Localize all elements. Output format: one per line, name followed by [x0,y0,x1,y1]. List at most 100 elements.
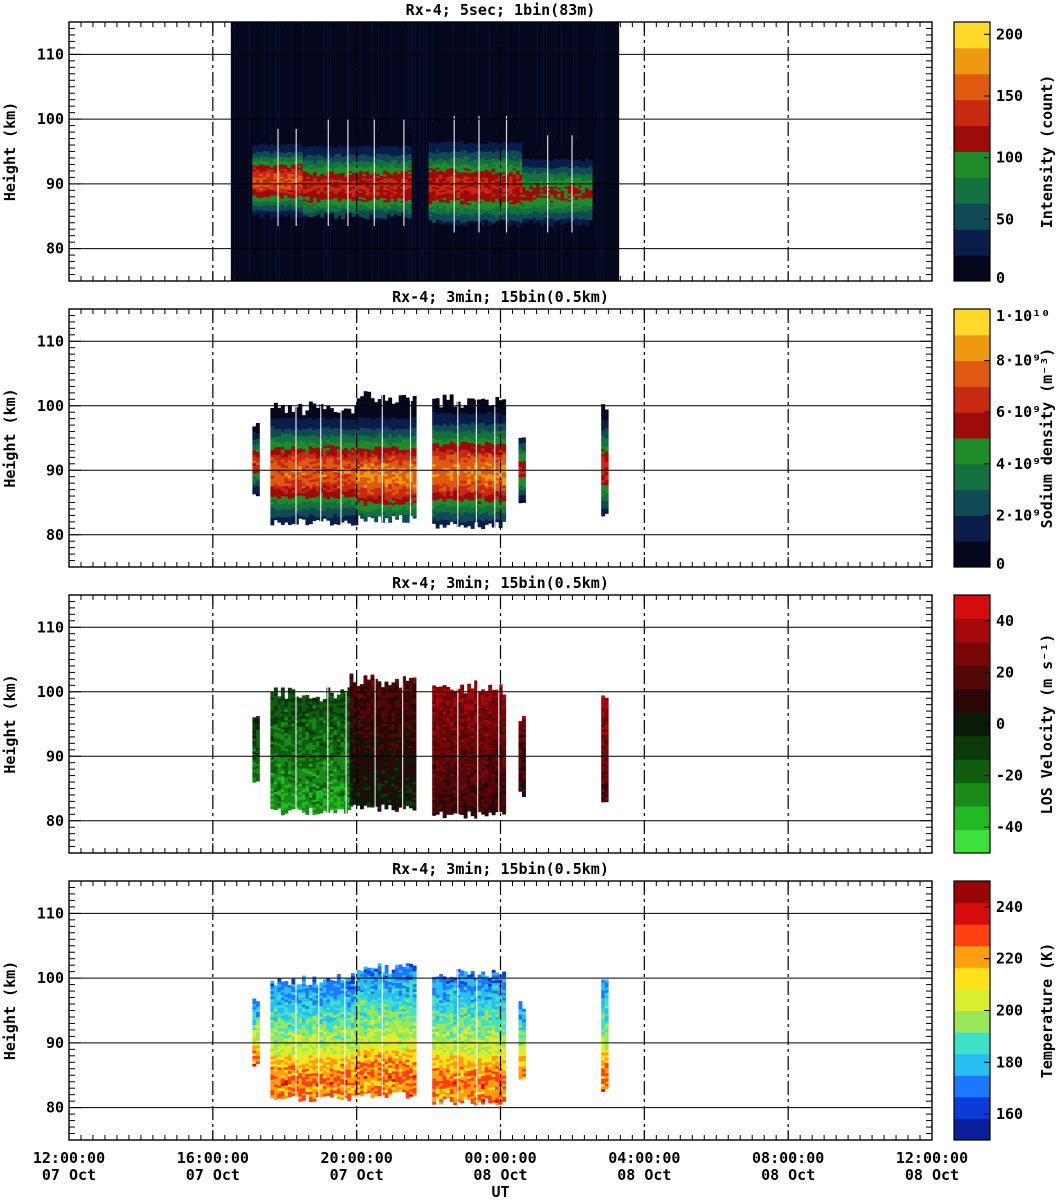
colorbar-tick-label: 4·10⁹ [996,455,1041,473]
y-tick-label: 110 [37,904,64,922]
colorbar: 160 180 200 220 240 Temperature (K) [953,880,1056,1141]
colorbar-swatch [954,782,990,807]
colorbar-tick-label: 220 [996,950,1023,968]
colorbar-tick-label: 40 [996,612,1014,630]
colorbar-swatch [954,229,990,256]
data-segment [432,392,507,535]
colorbar-swatch [954,759,990,784]
x-tick-label: 04:00:00 [608,1149,680,1167]
colorbar-swatch [954,1053,990,1076]
y-tick-label: 80 [46,240,64,258]
colorbar-swatch [954,1075,990,1098]
colorbar-tick-label: 0 [996,715,1005,733]
data-segment [252,998,260,1067]
colorbar-swatch [954,151,990,178]
panel-title: Rx-4; 3min; 15bin(0.5km) [392,288,609,306]
panel-1: Rx-4; 5sec; 1bin(83m) 80 90 100 110 Height (k… [1,1,1056,287]
colorbar-swatch [954,902,990,925]
data-segment [518,1001,526,1080]
colorbar-swatch [954,1096,990,1119]
colorbar-swatch [954,386,990,413]
y-tick-label: 90 [46,175,64,193]
data-segment [270,399,359,532]
colorbar-label: Temperature (K) [1038,943,1056,1078]
data-segment [432,678,507,824]
plot-area [68,880,933,1141]
x-tick-label: 08:00:00 [752,1149,824,1167]
colorbar-tick-label: 1·10¹⁰ [996,307,1050,325]
data-segment [518,716,526,797]
colorbar-swatch [954,541,990,568]
colorbar-frame [953,308,991,568]
colorbar-swatch [954,22,990,49]
x-tick-label: 12:00:00 [896,1149,968,1167]
colorbar-swatch [954,881,990,904]
colorbar-tick-label: 200 [996,1002,1023,1020]
colorbar-swatch [954,463,990,491]
x-tick-date: 08 Oct [761,1166,815,1184]
colorbar-swatch [954,618,990,643]
colorbar-tick-label: 200 [996,25,1023,43]
x-tick-date: 07 Oct [330,1166,384,1184]
colorbar-swatch [954,665,990,690]
colorbar-tick-label: 2·10⁹ [996,506,1041,524]
colorbar-tick-label: 160 [996,1105,1023,1123]
data-segment [432,965,507,1111]
y-axis-label: Height (km) [1,674,19,773]
panel-4: Rx-4; 3min; 15bin(0.5km) 80 90 100 110 Height… [1,860,1056,1141]
colorbar-swatch [954,125,990,152]
data-segment [428,115,524,233]
colorbar-swatch [954,641,990,666]
data-segment [302,119,412,226]
y-tick-label: 80 [46,812,64,830]
colorbar-label: Sodium density (m⁻³) [1038,348,1056,529]
colorbar-tick-label: -20 [996,767,1023,785]
colorbar-swatch [954,735,990,760]
data-segment [601,695,609,803]
x-tick-date: 08 Oct [905,1166,959,1184]
colorbar-tick-label: 180 [996,1053,1023,1071]
colorbar-swatch [954,203,990,230]
data-segment [349,672,417,818]
colorbar: 0 2·10⁹ 4·10⁹ 6·10⁹ 8·10⁹ 1·10¹⁰ Sodium densit… [953,307,1056,573]
colorbar-swatch [954,924,990,947]
colorbar-swatch [954,334,990,362]
data-layer [252,958,609,1111]
colorbar-swatch [954,945,990,968]
y-tick-label: 110 [37,45,64,63]
colorbar: -40 -20 0 20 40 LOS Velocity (m s⁻¹) [953,594,1056,854]
panel-2: Rx-4; 3min; 15bin(0.5km) 80 90 100 110 Height… [1,288,1056,573]
colorbar: 0 50 100 150 200 Intensity (count) [953,21,1056,287]
colorbar-label: LOS Velocity (m s⁻¹) [1038,634,1056,815]
data-segment [270,971,359,1108]
x-tick-date: 08 Oct [473,1166,527,1184]
data-segment [518,437,526,504]
data-segment [270,685,352,821]
data-segment [252,423,260,497]
colorbar-tick-label: 6·10⁹ [996,403,1041,421]
y-axis-label: Height (km) [1,961,19,1060]
x-tick-label: 12:00:00 [33,1149,105,1167]
y-axis-label: Height (km) [1,102,19,201]
panel-title: Rx-4; 3min; 15bin(0.5km) [392,860,609,878]
colorbar-swatch [954,829,990,854]
data-layer [230,22,620,281]
data-segment [252,716,260,783]
colorbar-swatch [954,438,990,465]
colorbar-swatch [954,47,990,75]
colorbar-tick-label: 8·10⁹ [996,352,1041,370]
colorbar-swatch [954,255,990,282]
y-tick-label: 90 [46,461,64,479]
plot-area [68,594,933,854]
colorbar-swatch [954,1010,990,1033]
colorbar-swatch [954,806,990,831]
y-tick-label: 90 [46,747,64,765]
colorbar-swatch [954,688,990,713]
colorbar-tick-label: 20 [996,663,1014,681]
x-tick-date: 08 Oct [617,1166,671,1184]
data-segment [356,389,417,529]
y-tick-label: 90 [46,1034,64,1052]
x-tick-date: 07 Oct [186,1166,240,1184]
colorbar-tick-label: 240 [996,898,1023,916]
colorbar-tick-label: 0 [996,555,1005,573]
